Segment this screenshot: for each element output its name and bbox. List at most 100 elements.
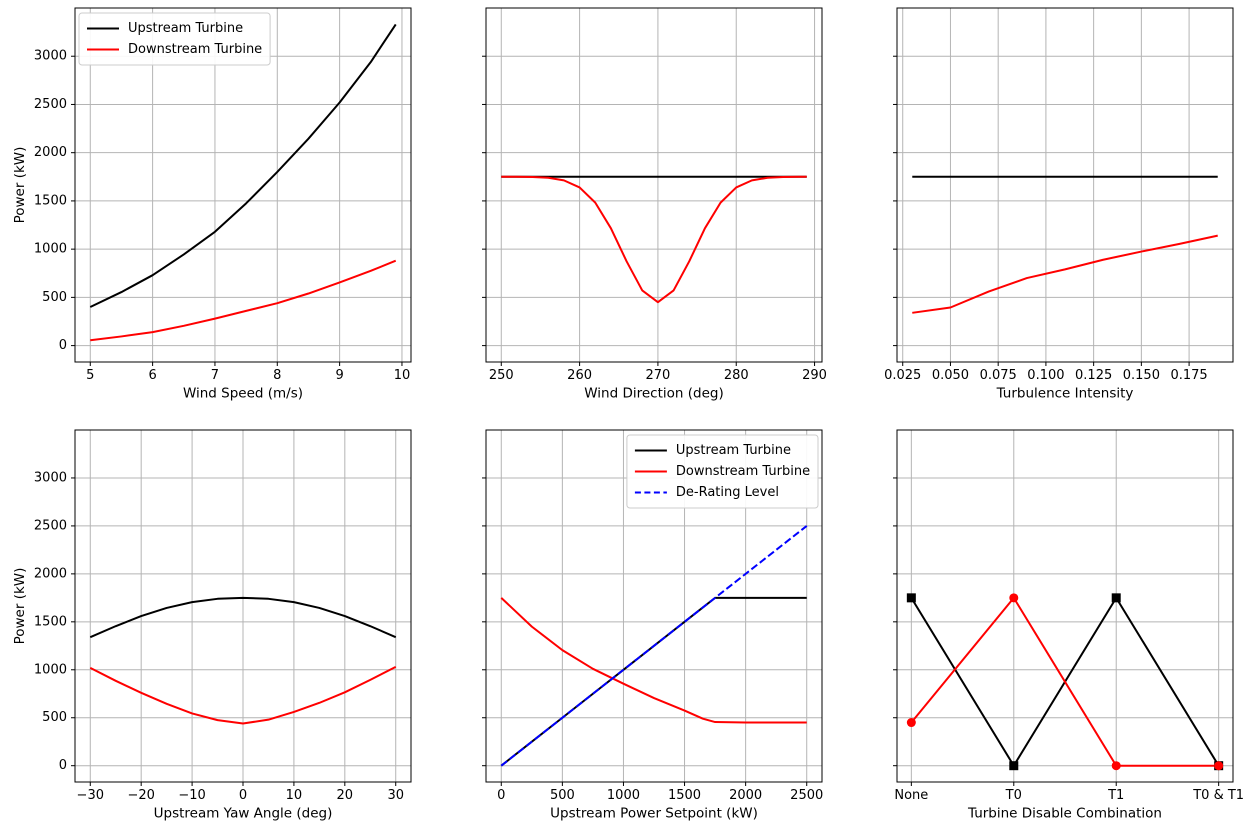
x-tick-label: 270 <box>646 368 671 383</box>
marker-circle <box>1009 593 1019 603</box>
x-tick-label: 8 <box>273 368 281 383</box>
marker-square <box>906 593 916 603</box>
x-tick-label: T0 <box>1005 788 1022 803</box>
x-tick-label: 290 <box>802 368 827 383</box>
series-line-upstream-turbine <box>89 23 397 308</box>
series-line-downstream-turbine <box>910 596 1219 767</box>
y-tick-label: 3000 <box>34 49 67 64</box>
x-axis-label: Turbine Disable Combination <box>967 806 1162 822</box>
tick-marks <box>71 477 397 786</box>
subplot-wind-speed: 5 6 7 8 9 10 0 500 1000 1500 2000 2500 3000 Wind Spee… <box>12 7 412 402</box>
x-tick-label: 30 <box>387 788 404 803</box>
series-line-downstream-turbine <box>89 666 397 725</box>
x-tick-label: 5 <box>86 368 94 383</box>
axes-frame <box>896 429 1234 783</box>
x-tick-label: T0 & T1 <box>1192 788 1244 803</box>
legend-label: De-Rating Level <box>676 485 779 500</box>
marker-square <box>1009 761 1019 771</box>
x-tick-label: 0 <box>239 788 247 803</box>
grid-lines <box>486 8 822 362</box>
series-line-downstream-turbine <box>500 597 807 724</box>
x-tick-label: 10 <box>286 788 303 803</box>
tick-marks <box>71 55 403 366</box>
y-tick-label: 2000 <box>34 566 67 581</box>
x-tick-label: 0.050 <box>932 368 969 383</box>
x-axis-label: Wind Direction (deg) <box>584 386 723 402</box>
y-tick-label: 2000 <box>34 145 67 160</box>
x-tick-label: 260 <box>567 368 592 383</box>
y-tick-label: 500 <box>42 290 67 305</box>
x-tick-label: 7 <box>211 368 219 383</box>
x-tick-label: 2500 <box>790 788 823 803</box>
axes-frame <box>485 7 823 363</box>
x-tick-label: None <box>894 788 928 803</box>
series-line-upstream-turbine <box>89 596 397 639</box>
marker-circle <box>906 718 916 728</box>
axes-frame <box>74 7 412 363</box>
x-tick-label: T1 <box>1107 788 1124 803</box>
x-tick-label: 10 <box>394 368 411 383</box>
x-axis-label: Wind Speed (m/s) <box>183 386 303 402</box>
x-tick-label: 0.150 <box>1123 368 1160 383</box>
x-tick-label: 1000 <box>607 788 640 803</box>
legend: Upstream Turbine Downstream Turbine De-Rat… <box>626 434 819 509</box>
axes-frame <box>896 7 1234 363</box>
grid-lines <box>897 8 1233 362</box>
y-tick-label: 0 <box>59 338 67 353</box>
marker-circle <box>1214 761 1224 771</box>
x-axis-label: Upstream Yaw Angle (deg) <box>154 806 333 822</box>
subplot-power-setpoint: 0 500 1000 1500 2000 2500 Upstream Power Setpo… <box>482 429 823 822</box>
x-tick-label: −10 <box>178 788 205 803</box>
subplot-wind-direction: 250 260 270 280 290 Wind Direction (deg) <box>482 7 827 402</box>
x-tick-label: 0.100 <box>1027 368 1064 383</box>
x-tick-label: 0.175 <box>1170 368 1207 383</box>
series-line-downstream-turbine <box>501 175 807 304</box>
y-tick-label: 2500 <box>34 518 67 533</box>
tick-marks <box>893 55 1190 366</box>
legend-label: Downstream Turbine <box>128 42 262 57</box>
series-line-downstream-turbine <box>90 259 397 342</box>
y-axis-label: Power (kW) <box>12 568 28 645</box>
series-line-de-rating-level <box>500 525 808 767</box>
x-tick-label: 500 <box>550 788 575 803</box>
x-tick-label: 0.025 <box>884 368 921 383</box>
marker-circle <box>1111 761 1121 771</box>
series-line-downstream-turbine <box>912 234 1218 314</box>
y-tick-label: 1000 <box>34 242 67 257</box>
x-tick-label: 280 <box>724 368 749 383</box>
x-tick-label: −20 <box>127 788 154 803</box>
y-tick-label: 1500 <box>34 193 67 208</box>
x-axis-label: Turbulence Intensity <box>996 386 1134 402</box>
x-tick-label: 6 <box>148 368 156 383</box>
tick-marks <box>893 477 1220 786</box>
y-tick-label: 500 <box>42 710 67 725</box>
subplot-disable-combination: None T0 T1 T0 & T1 Turbine Disable Combinati… <box>893 429 1244 822</box>
legend-label: Upstream Turbine <box>676 443 791 458</box>
y-tick-label: 3000 <box>34 470 67 485</box>
x-tick-label: 0 <box>497 788 505 803</box>
y-tick-label: 0 <box>59 758 67 773</box>
legend-box <box>78 12 271 66</box>
tick-marks <box>482 477 808 786</box>
axes-frame <box>485 429 823 783</box>
marker-square <box>1111 593 1121 603</box>
x-axis-label: Upstream Power Setpoint (kW) <box>550 806 758 822</box>
legend-label: Upstream Turbine <box>128 21 243 36</box>
x-tick-label: 1500 <box>668 788 701 803</box>
x-tick-label: 0.075 <box>980 368 1017 383</box>
x-tick-label: 9 <box>335 368 343 383</box>
x-tick-label: 20 <box>337 788 354 803</box>
subplot-turbulence-intensity: 0.025 0.050 0.075 0.100 0.125 0.150 0.175 Turbu… <box>884 7 1234 402</box>
tick-marks <box>482 55 816 366</box>
x-tick-label: 2000 <box>729 788 762 803</box>
y-tick-label: 2500 <box>34 97 67 112</box>
legend-box <box>626 434 819 509</box>
x-tick-label: 250 <box>489 368 514 383</box>
subplot-yaw-angle: −30 −20 −10 0 10 20 30 0 500 1000 1500 2000 2500 3000… <box>12 429 412 822</box>
grid-lines <box>75 430 411 782</box>
x-tick-label: −30 <box>77 788 104 803</box>
legend: Upstream Turbine Downstream Turbine <box>78 12 271 66</box>
